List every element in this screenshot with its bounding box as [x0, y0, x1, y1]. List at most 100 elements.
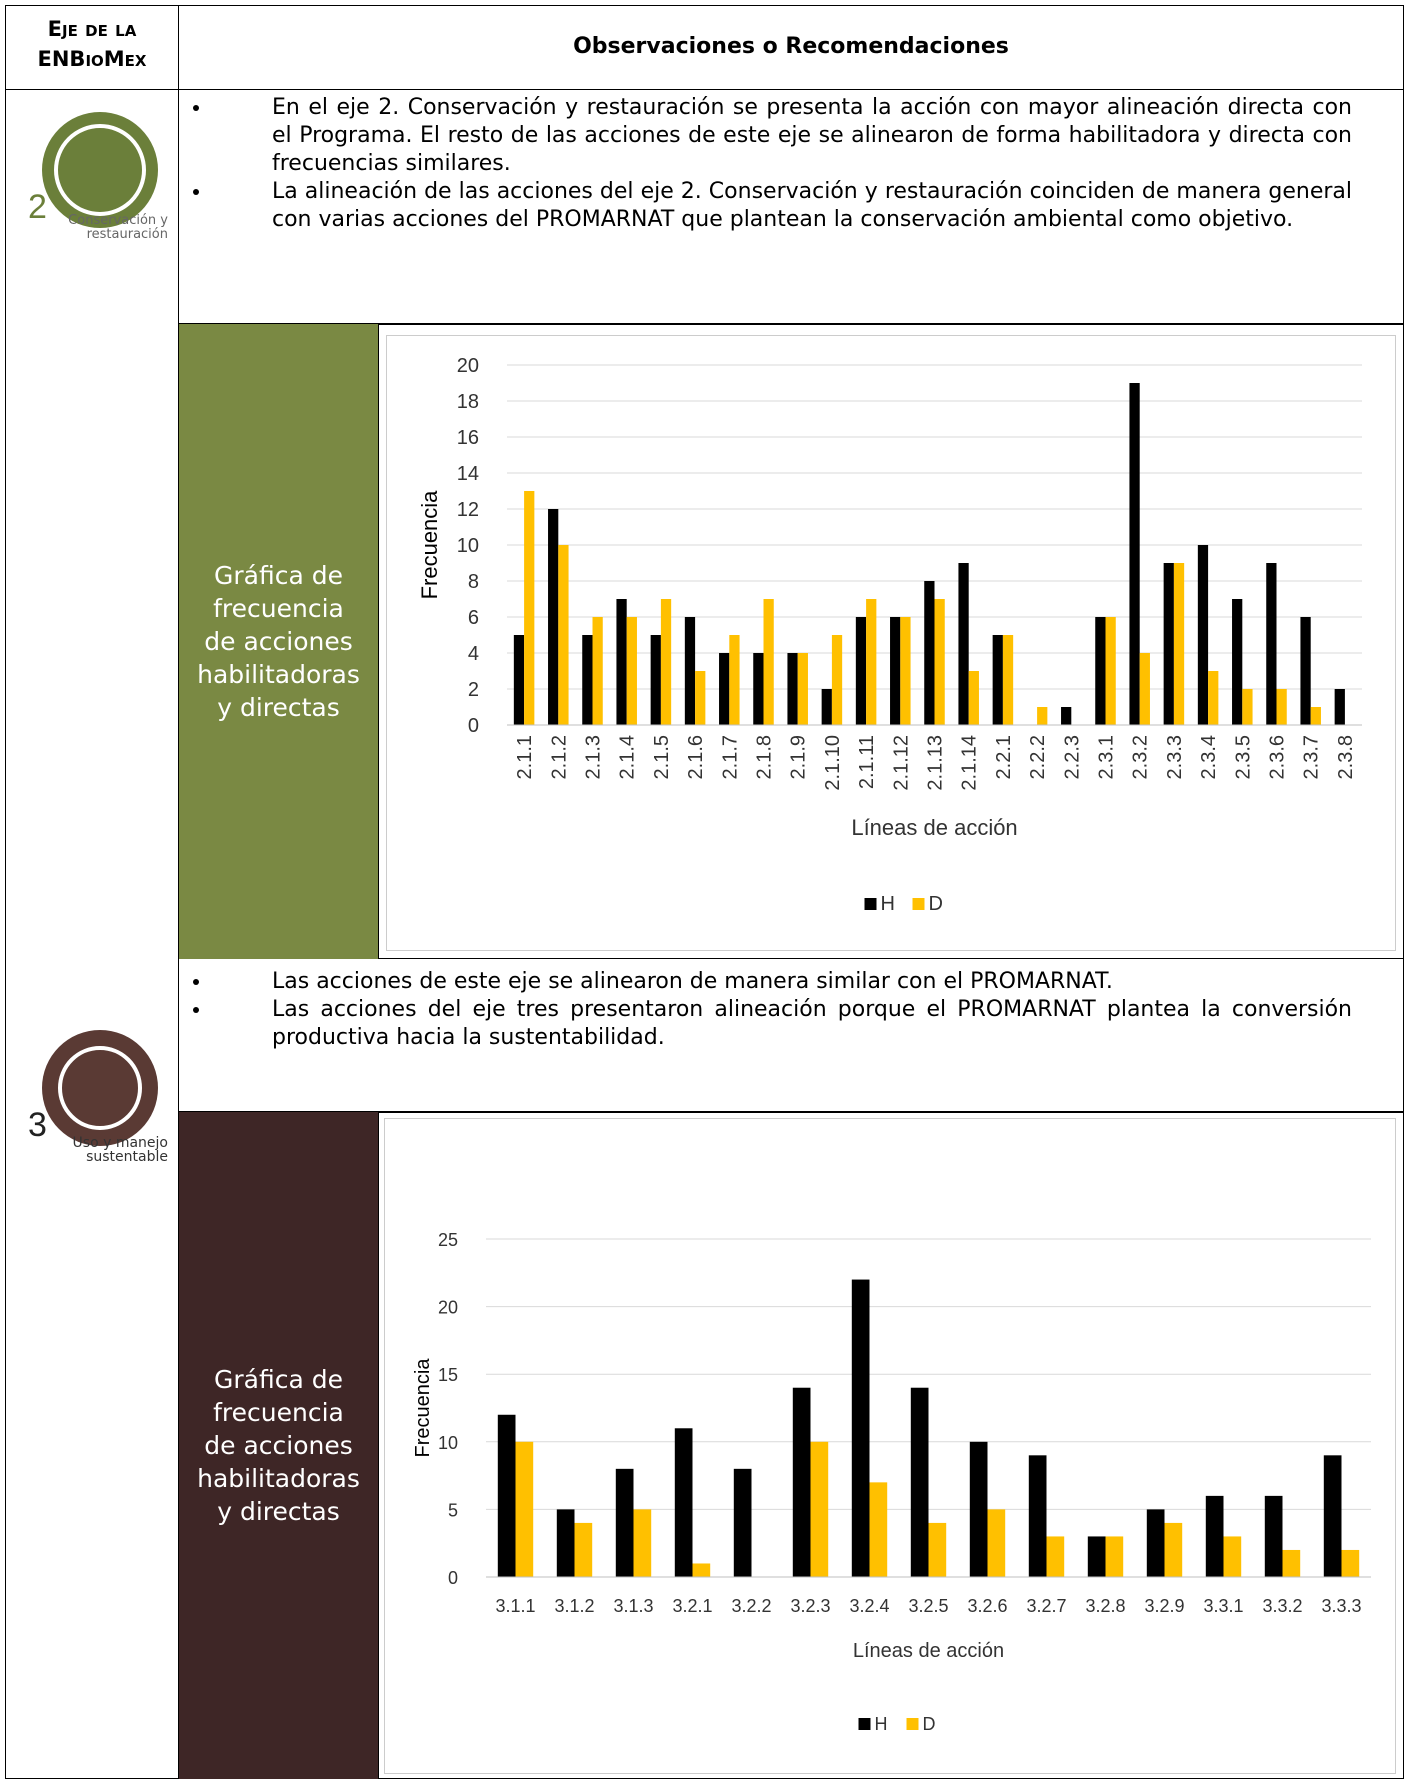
bullets: En el eje 2. Conservación y restauración…: [186, 94, 1352, 234]
bar: [753, 653, 764, 725]
bullet: La alineación de las acciones del eje 2.…: [212, 178, 1352, 234]
bar: [733, 1468, 752, 1577]
x-tick-label: 2.2.3: [1061, 735, 1083, 779]
x-tick-label: 2.1.9: [788, 735, 810, 779]
bar: [934, 599, 945, 725]
y-tick-label: 10: [457, 535, 479, 557]
bar: [831, 635, 843, 725]
x-tick-label: 2.1.11: [856, 735, 878, 789]
x-tick-label: 2.1.14: [959, 735, 981, 791]
y-tick-label: 4: [468, 643, 479, 665]
bar: [1208, 671, 1219, 725]
axis-label: Uso y manejo sustentable: [72, 1135, 168, 1165]
x-tick-label: 2.3.6: [1267, 735, 1289, 779]
x-tick-label: 2.1.2: [548, 735, 570, 779]
x-tick-label: 3.2.8: [1085, 1596, 1125, 1616]
y-axis-title: Frecuencia: [412, 1358, 434, 1458]
chart-caption: Gráfica de frecuencia de acciones habili…: [179, 1112, 378, 1779]
chart-frame: [384, 1118, 1396, 1774]
x-tick-label: 2.1.3: [583, 735, 605, 779]
chart-caption: Gráfica de frecuencia de acciones habili…: [179, 324, 378, 959]
bullet: Las acciones del eje tres presentaron al…: [212, 996, 1352, 1052]
bar: [987, 1509, 1006, 1577]
bar: [515, 1441, 534, 1577]
x-tick-label: 2.3.1: [1096, 735, 1118, 779]
x-tick-label: 2.3.7: [1301, 735, 1323, 779]
y-tick-label: 18: [457, 391, 479, 413]
x-tick-label: 3.3.3: [1321, 1596, 1361, 1616]
legend-label: H: [875, 1714, 888, 1734]
bar: [851, 1279, 870, 1577]
chart-frame: [386, 335, 1396, 951]
axis-icon: 3: [28, 1030, 158, 1146]
legend-swatch: [858, 1718, 871, 1730]
x-tick-label: 2.2.1: [993, 735, 1015, 779]
x-tick-label: 3.1.3: [613, 1596, 653, 1616]
bar: [1323, 1455, 1342, 1577]
x-tick-label: 2.3.8: [1335, 735, 1357, 779]
bar: [513, 635, 525, 725]
bar: [556, 1509, 575, 1577]
axis-label: Conservación y restauración: [68, 213, 168, 242]
y-tick-label: 14: [457, 463, 479, 485]
bar: [616, 599, 627, 725]
x-tick-label: 2.1.7: [719, 735, 741, 779]
bar: [1146, 1509, 1165, 1577]
y-tick-label: 0: [448, 1568, 458, 1588]
x-tick-label: 3.2.9: [1144, 1596, 1184, 1616]
bar: [787, 653, 798, 725]
bar: [1223, 1536, 1242, 1577]
bar: [968, 671, 979, 725]
bar: [1310, 707, 1321, 725]
bar: [695, 671, 706, 725]
bar: [1105, 1536, 1124, 1577]
bar: [574, 1522, 593, 1577]
icon-ring: [58, 1046, 142, 1130]
icon-circle: [42, 112, 158, 228]
x-tick-label: 3.2.4: [849, 1596, 889, 1616]
bar: [992, 635, 1003, 725]
bar: [1264, 1495, 1283, 1577]
bar: [1197, 545, 1209, 725]
bar: [1341, 1549, 1360, 1577]
bullet: En el eje 2. Conservación y restauración…: [212, 94, 1352, 178]
bar: [524, 491, 535, 725]
axis-number: 3: [28, 1106, 47, 1144]
bar: [1129, 383, 1140, 725]
x-tick-label: 2.1.10: [822, 735, 844, 791]
bar: [1037, 707, 1048, 725]
x-tick-label: 3.1.1: [495, 1596, 535, 1616]
x-axis-title: Líneas de acción: [853, 1640, 1004, 1662]
x-tick-label: 3.3.1: [1203, 1596, 1243, 1616]
x-tick-label: 3.2.6: [967, 1596, 1007, 1616]
bar: [1163, 563, 1174, 725]
y-tick-label: 20: [438, 1298, 458, 1318]
x-tick-label: 2.1.5: [651, 735, 673, 779]
bar: [1300, 617, 1311, 725]
bar: [692, 1563, 711, 1577]
x-tick-label: 2.3.4: [1198, 735, 1220, 779]
bar: [650, 635, 661, 725]
x-tick-label: 3.3.2: [1262, 1596, 1302, 1616]
x-tick-label: 3.1.2: [554, 1596, 594, 1616]
axis-number: 2: [28, 188, 47, 226]
legend-label: D: [923, 1714, 936, 1734]
x-tick-label: 2.1.8: [754, 735, 776, 779]
bar: [626, 617, 637, 725]
chart-cell: [378, 324, 1404, 959]
x-tick-label: 2.3.5: [1232, 735, 1254, 779]
bar: [1266, 563, 1277, 725]
bar: [615, 1468, 634, 1577]
x-tick-label: 2.1.1: [514, 735, 536, 779]
bar: [855, 617, 867, 725]
bar: [1282, 1549, 1301, 1577]
x-tick-label: 2.3.3: [1164, 735, 1186, 779]
legend-label: D: [929, 893, 943, 915]
x-tick-label: 3.2.7: [1026, 1596, 1066, 1616]
x-tick-label: 2.1.6: [685, 735, 707, 779]
x-tick-label: 2.1.13: [925, 735, 947, 791]
bar: [1334, 689, 1345, 725]
bar: [797, 653, 808, 725]
